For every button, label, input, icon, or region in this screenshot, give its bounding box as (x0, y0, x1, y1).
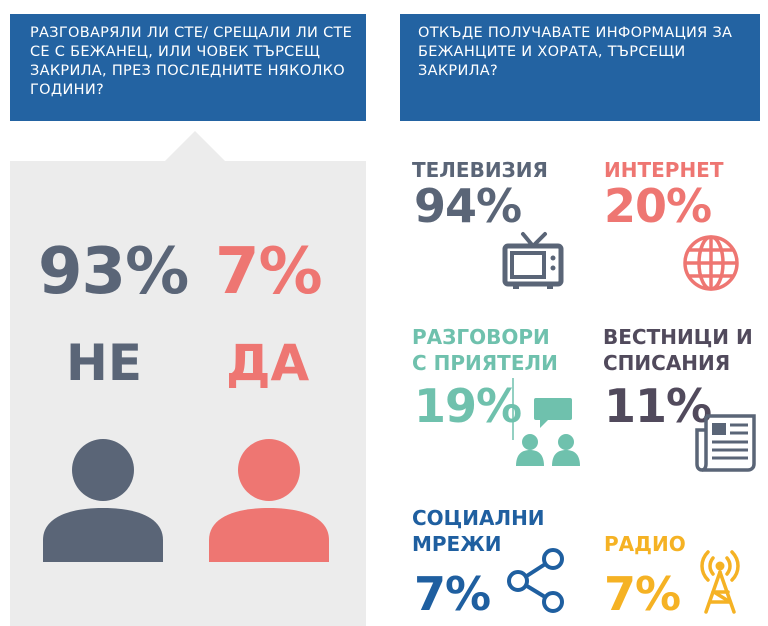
yes-percent: 7% (215, 235, 323, 309)
radio-tower-icon (700, 550, 740, 614)
no-label: НЕ (66, 334, 143, 392)
person-icon-no (43, 439, 163, 562)
friends-label-line2: С ПРИЯТЕЛИ (412, 351, 558, 375)
friends-percent: 19% (414, 379, 522, 433)
radio-label: РАДИО (604, 532, 686, 556)
social-label-line1: СОЦИАЛНИ (412, 506, 545, 530)
share-icon (507, 548, 564, 613)
tv-label: ТЕЛЕВИЗИЯ (412, 158, 548, 182)
globe-icon (683, 235, 739, 291)
newspapers-percent: 11% (604, 379, 712, 433)
tv-percent: 94% (414, 179, 522, 233)
radio-percent: 7% (604, 567, 681, 621)
yes-label: ДА (226, 334, 310, 392)
internet-label: ИНТЕРНЕТ (604, 158, 724, 182)
panel-pointer (165, 131, 225, 161)
newspapers-label-line2: СПИСАНИЯ (603, 351, 731, 375)
person-icon-yes (209, 439, 329, 562)
people-chat-icon (512, 378, 580, 466)
internet-percent: 20% (604, 179, 712, 233)
social-label-line2: МРЕЖИ (412, 532, 502, 556)
no-percent: 93% (38, 235, 189, 309)
left-question-header: РАЗГОВАРЯЛИ ЛИ СТЕ/ СРЕЩАЛИ ЛИ СТЕ СЕ С … (10, 14, 366, 121)
tv-icon (502, 232, 564, 289)
social-percent: 7% (414, 567, 491, 621)
newspaper-icon (695, 414, 756, 472)
friends-label-line1: РАЗГОВОРИ (412, 325, 550, 349)
newspapers-label-line1: ВЕСТНИЦИ И (603, 325, 753, 349)
right-question-header: ОТКЪДЕ ПОЛУЧАВАТЕ ИНФОРМАЦИЯ ЗА БЕЖАНЦИТ… (400, 14, 760, 121)
